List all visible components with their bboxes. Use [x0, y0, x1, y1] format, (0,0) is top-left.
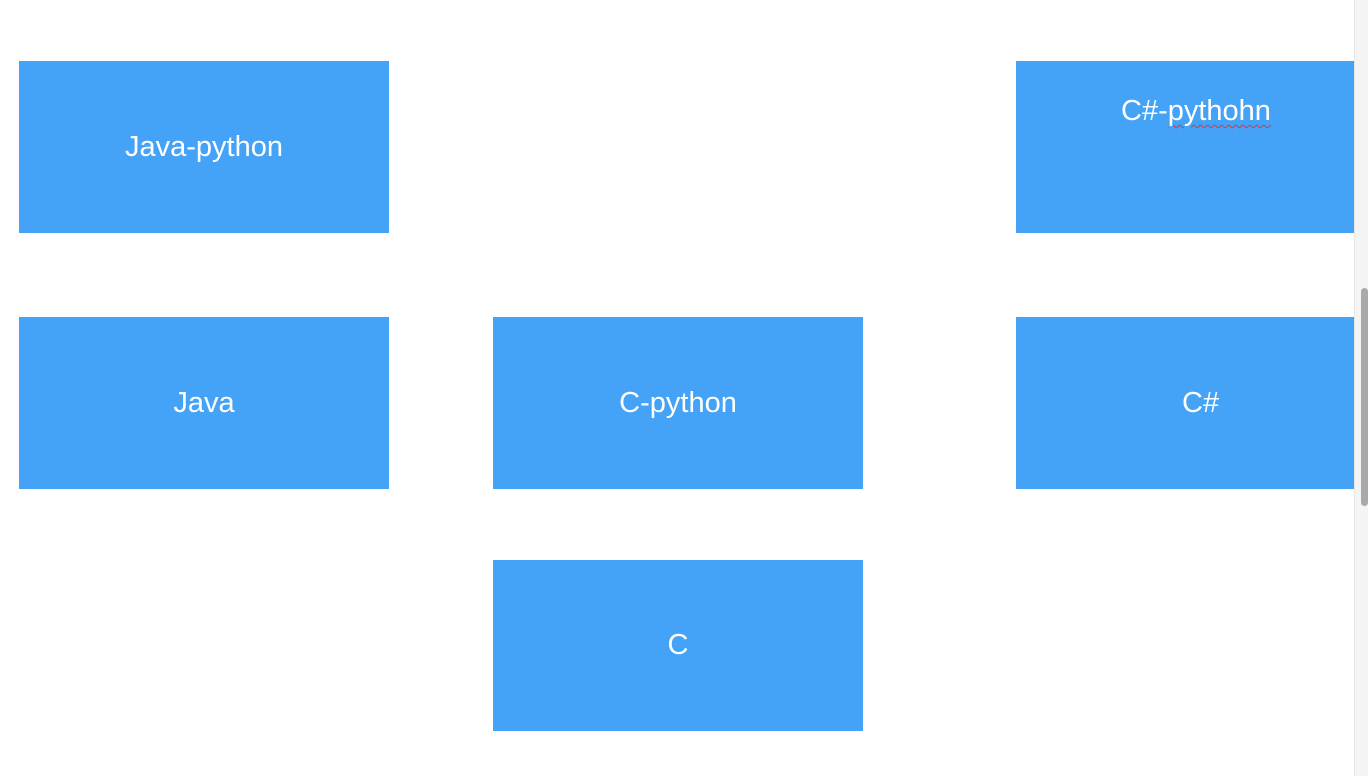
node-c[interactable]: C [493, 560, 863, 731]
node-java[interactable]: Java [19, 317, 389, 489]
node-label: C [667, 629, 689, 661]
vertical-scrollbar-thumb[interactable] [1361, 288, 1368, 506]
node-label: C# [1182, 386, 1220, 419]
misspelled-word: pythohn [1167, 95, 1271, 127]
node-java-python[interactable]: Java-python [19, 61, 389, 233]
node-label: Java-python [125, 130, 283, 163]
node-label: C#-pythohn [1121, 95, 1271, 128]
node-csharp[interactable]: C# [1016, 317, 1354, 489]
node-label-prefix: C#- [1121, 95, 1168, 127]
node-label: C-python [619, 386, 737, 419]
node-label: Java [173, 386, 235, 419]
node-c-python[interactable]: C-python [493, 317, 863, 489]
node-csharp-python[interactable]: C#-pythohn [1016, 61, 1354, 233]
